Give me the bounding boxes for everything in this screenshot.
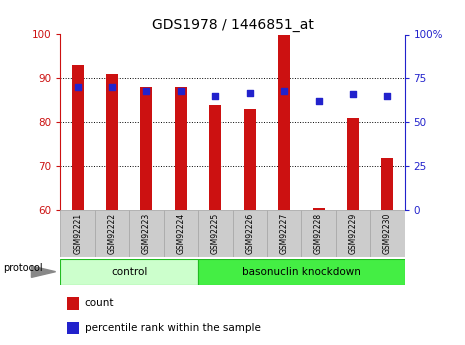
Polygon shape <box>32 266 56 277</box>
Text: control: control <box>111 267 147 277</box>
Text: percentile rank within the sample: percentile rank within the sample <box>85 323 260 333</box>
Bar <box>129 210 164 257</box>
Bar <box>370 210 405 257</box>
Text: GSM92230: GSM92230 <box>383 213 392 254</box>
Text: GSM92225: GSM92225 <box>211 213 220 254</box>
Bar <box>106 74 118 210</box>
Point <box>212 93 219 99</box>
Bar <box>336 210 370 257</box>
Point <box>143 88 150 93</box>
Bar <box>347 118 359 210</box>
Point <box>246 90 253 95</box>
Point <box>177 88 185 93</box>
Bar <box>67 322 80 334</box>
Bar <box>140 87 153 210</box>
Text: GSM92222: GSM92222 <box>107 213 117 254</box>
Bar <box>60 210 95 257</box>
Bar <box>232 210 267 257</box>
Bar <box>198 210 232 257</box>
Text: basonuclin knockdown: basonuclin knockdown <box>242 267 361 277</box>
Bar <box>175 87 187 210</box>
Text: GSM92223: GSM92223 <box>142 213 151 254</box>
Bar <box>312 208 325 210</box>
Bar <box>301 210 336 257</box>
Point <box>108 85 116 90</box>
Bar <box>381 158 393 210</box>
Text: protocol: protocol <box>3 263 43 273</box>
Bar <box>198 259 405 285</box>
Point <box>74 85 81 90</box>
Bar <box>72 65 84 210</box>
Text: GSM92224: GSM92224 <box>176 213 186 254</box>
Point <box>315 99 322 104</box>
Bar <box>244 109 256 210</box>
Text: count: count <box>85 298 114 308</box>
Bar <box>164 210 198 257</box>
Text: GSM92221: GSM92221 <box>73 213 82 254</box>
Bar <box>267 210 301 257</box>
Text: GSM92226: GSM92226 <box>245 213 254 254</box>
Bar <box>209 105 221 210</box>
Text: GSM92228: GSM92228 <box>314 213 323 254</box>
Text: GSM92229: GSM92229 <box>348 213 358 254</box>
Bar <box>67 297 80 310</box>
Text: GSM92227: GSM92227 <box>279 213 289 254</box>
Title: GDS1978 / 1446851_at: GDS1978 / 1446851_at <box>152 18 313 32</box>
Point <box>384 93 391 99</box>
Point <box>349 91 357 97</box>
Point <box>280 88 288 93</box>
Bar <box>95 210 129 257</box>
Bar <box>60 259 198 285</box>
Bar <box>278 34 290 210</box>
